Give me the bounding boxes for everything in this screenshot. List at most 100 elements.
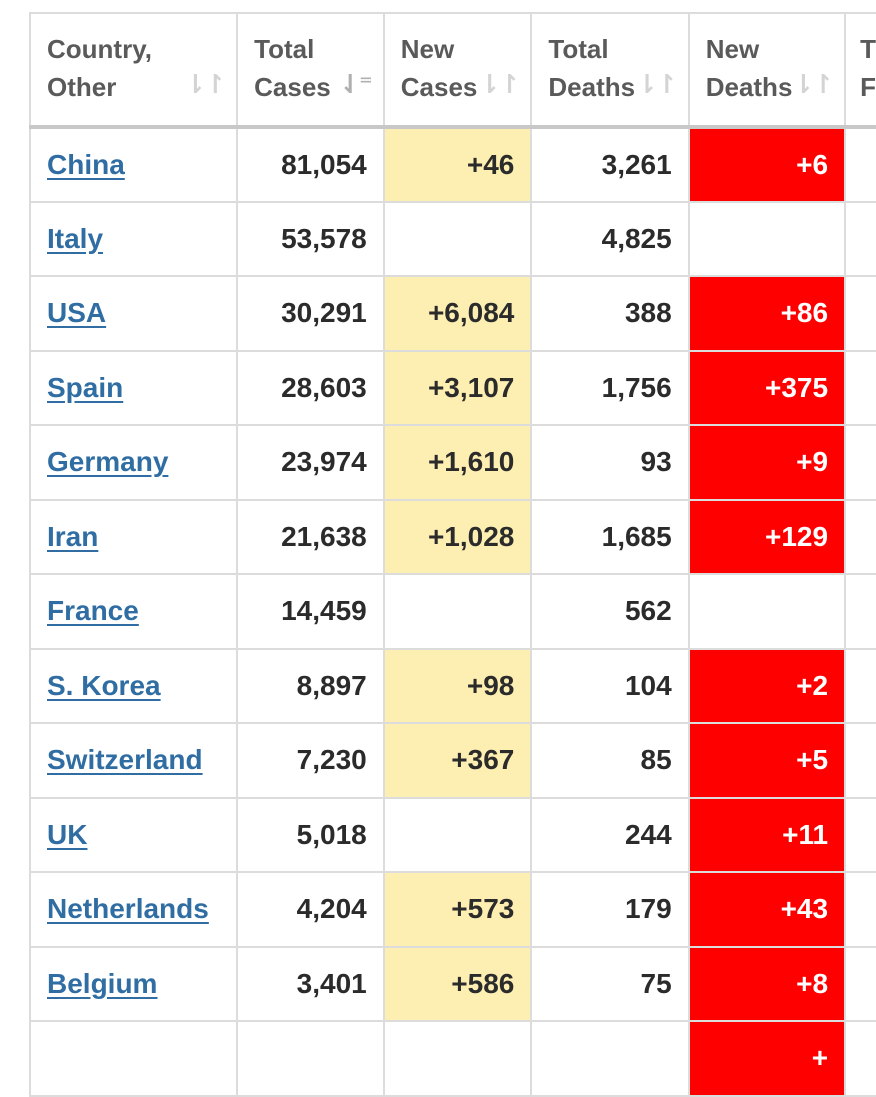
country-cell: UK xyxy=(28,796,239,873)
header-new-cases[interactable]: New Cases ⇂↾ xyxy=(382,12,533,128)
country-link[interactable]: Spain xyxy=(47,371,124,403)
total-cases-cell: 30,291 xyxy=(236,275,385,352)
new-cases-cell xyxy=(382,200,533,277)
partial-column-cell xyxy=(844,871,876,948)
total-cases-cell: 3,401 xyxy=(236,945,385,1022)
country-link[interactable]: Netherlands xyxy=(47,893,209,925)
new-deaths-cell: +6 xyxy=(687,126,847,203)
header-country-other[interactable]: Country, Other ⇂↾ xyxy=(28,12,239,128)
country-cell: Germany xyxy=(28,424,239,501)
total-deaths-cell: 562 xyxy=(530,573,690,650)
sort-icon[interactable]: ⇂↾ xyxy=(792,69,834,99)
total-cases-cell: 23,974 xyxy=(236,424,385,501)
table-row: China 81,054 +46 3,261 +6 xyxy=(28,126,876,203)
new-deaths-cell: + xyxy=(687,1020,847,1097)
header-label: Deaths xyxy=(705,72,793,102)
header-label: Other xyxy=(47,72,117,102)
table-row: S. Korea 8,897 +98 104 +2 xyxy=(28,647,876,724)
table-row: France 14,459 562 xyxy=(28,573,876,650)
header-label: New xyxy=(705,34,760,64)
new-deaths-cell: +11 xyxy=(687,796,847,873)
total-deaths-cell: 1,756 xyxy=(530,349,690,426)
sort-icon[interactable]: ⇂↾ xyxy=(184,69,227,99)
partial-column-cell xyxy=(844,126,876,203)
country-link[interactable]: Germany xyxy=(47,446,169,478)
partial-column-cell xyxy=(844,945,876,1022)
new-cases-cell: +3,107 xyxy=(382,349,533,426)
partial-column-cell xyxy=(844,796,876,873)
country-cell xyxy=(28,1020,239,1097)
table-row: Switzerland 7,230 +367 85 +5 xyxy=(28,722,876,799)
country-link[interactable]: S. Korea xyxy=(47,669,161,701)
total-cases-cell: 21,638 xyxy=(236,498,385,575)
total-cases-cell: 8,897 xyxy=(236,647,385,724)
partial-column-cell xyxy=(844,200,876,277)
total-deaths-cell xyxy=(530,1020,690,1097)
partial-column-cell xyxy=(844,498,876,575)
country-link[interactable]: Belgium xyxy=(47,967,158,999)
total-deaths-cell: 104 xyxy=(530,647,690,724)
new-cases-cell: +98 xyxy=(382,647,533,724)
header-label: Total xyxy=(548,34,609,64)
sort-icon[interactable]: ⇂↾ xyxy=(636,69,678,99)
table-row: Belgium 3,401 +586 75 +8 xyxy=(28,945,876,1022)
total-cases-cell: 5,018 xyxy=(236,796,385,873)
country-cell: USA xyxy=(28,275,239,352)
total-cases-cell: 81,054 xyxy=(236,126,385,203)
partial-column-cell xyxy=(844,722,876,799)
header-label: New xyxy=(400,34,455,64)
total-deaths-cell: 244 xyxy=(530,796,690,873)
table-header-row: Country, Other ⇂↾ Total Cases ⇃⁼ New Cas… xyxy=(28,12,876,128)
total-deaths-cell: 388 xyxy=(530,275,690,352)
country-link[interactable]: UK xyxy=(47,818,88,850)
total-cases-cell: 28,603 xyxy=(236,349,385,426)
total-cases-cell xyxy=(236,1020,385,1097)
country-cell: Iran xyxy=(28,498,239,575)
new-deaths-cell: +86 xyxy=(687,275,847,352)
new-cases-cell xyxy=(382,1020,533,1097)
total-deaths-cell: 179 xyxy=(530,871,690,948)
table-row: Spain 28,603 +3,107 1,756 +375 xyxy=(28,349,876,426)
country-link[interactable]: Switzerland xyxy=(47,744,203,776)
header-new-deaths[interactable]: New Deaths ⇂↾ xyxy=(687,12,847,128)
new-deaths-cell: +43 xyxy=(687,871,847,948)
new-deaths-cell: +2 xyxy=(687,647,847,724)
header-total-deaths[interactable]: Total Deaths ⇂↾ xyxy=(530,12,690,128)
country-cell: Italy xyxy=(28,200,239,277)
total-deaths-cell: 93 xyxy=(530,424,690,501)
new-deaths-cell: +5 xyxy=(687,722,847,799)
new-cases-cell: +573 xyxy=(382,871,533,948)
header-label: Cases xyxy=(400,72,478,102)
table-row: USA 30,291 +6,084 388 +86 xyxy=(28,275,876,352)
country-link[interactable]: Italy xyxy=(47,222,104,254)
header-label: Deaths xyxy=(548,72,636,102)
table-row: + xyxy=(28,1020,876,1097)
sort-descending-icon[interactable]: ⇃⁼ xyxy=(339,69,372,99)
new-cases-cell: +1,610 xyxy=(382,424,533,501)
country-cell: S. Korea xyxy=(28,647,239,724)
total-deaths-cell: 1,685 xyxy=(530,498,690,575)
country-link[interactable]: Iran xyxy=(47,520,99,552)
total-deaths-cell: 3,261 xyxy=(530,126,690,203)
total-cases-cell: 14,459 xyxy=(236,573,385,650)
header-partial-column[interactable]: T F xyxy=(844,12,876,128)
country-link[interactable]: USA xyxy=(47,297,107,329)
new-deaths-cell: +375 xyxy=(687,349,847,426)
new-cases-cell xyxy=(382,573,533,650)
country-link[interactable]: China xyxy=(47,148,125,180)
header-label: Cases xyxy=(254,72,331,102)
header-label: Country, xyxy=(47,34,152,64)
total-deaths-cell: 85 xyxy=(530,722,690,799)
header-total-cases[interactable]: Total Cases ⇃⁼ xyxy=(236,12,385,128)
country-cell: Switzerland xyxy=(28,722,239,799)
partial-column-cell xyxy=(844,424,876,501)
sort-icon[interactable]: ⇂↾ xyxy=(478,69,521,99)
total-deaths-cell: 4,825 xyxy=(530,200,690,277)
country-link[interactable]: France xyxy=(47,595,139,627)
table-row: Germany 23,974 +1,610 93 +9 xyxy=(28,424,876,501)
new-deaths-cell: +8 xyxy=(687,945,847,1022)
new-cases-cell: +1,028 xyxy=(382,498,533,575)
new-deaths-cell xyxy=(687,573,847,650)
new-deaths-cell: +9 xyxy=(687,424,847,501)
partial-column-cell xyxy=(844,573,876,650)
